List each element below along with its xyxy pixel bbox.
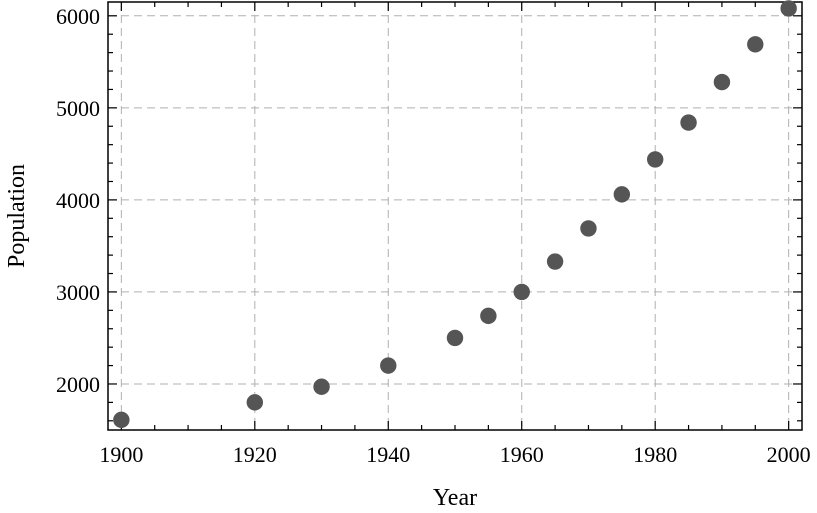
y-tick-label: 2000 bbox=[56, 372, 100, 397]
grid-lines bbox=[108, 2, 802, 430]
x-tick-label: 1980 bbox=[633, 442, 677, 467]
y-tick-label: 3000 bbox=[56, 280, 100, 305]
x-tick-label: 1900 bbox=[99, 442, 143, 467]
data-point bbox=[747, 36, 763, 52]
x-tick-label: 1940 bbox=[366, 442, 410, 467]
data-point bbox=[113, 412, 129, 428]
data-point bbox=[380, 357, 396, 373]
y-axis-label: Population bbox=[4, 164, 30, 268]
data-point bbox=[714, 74, 730, 90]
data-point bbox=[580, 220, 596, 236]
x-tick-label: 1920 bbox=[233, 442, 277, 467]
y-tick-labels: 2000 3000 4000 5000 6000 bbox=[56, 4, 100, 397]
x-axis-label: Year bbox=[433, 485, 477, 511]
data-point bbox=[614, 186, 630, 202]
data-point bbox=[447, 330, 463, 346]
data-point bbox=[480, 308, 496, 324]
y-tick-label: 5000 bbox=[56, 96, 100, 121]
data-point bbox=[313, 379, 329, 395]
data-points bbox=[113, 0, 797, 428]
data-point bbox=[514, 284, 530, 300]
data-point bbox=[247, 394, 263, 410]
data-point bbox=[547, 253, 563, 269]
axis-ticks bbox=[108, 2, 802, 430]
x-tick-labels: 1900 1920 1940 1960 1980 2000 bbox=[99, 442, 810, 467]
plot-frame bbox=[108, 2, 802, 430]
data-point bbox=[647, 151, 663, 167]
y-tick-label: 6000 bbox=[56, 4, 100, 29]
x-tick-label: 1960 bbox=[500, 442, 544, 467]
y-tick-label: 4000 bbox=[56, 188, 100, 213]
data-point bbox=[780, 0, 796, 16]
x-tick-label: 2000 bbox=[767, 442, 811, 467]
data-point bbox=[680, 114, 696, 130]
